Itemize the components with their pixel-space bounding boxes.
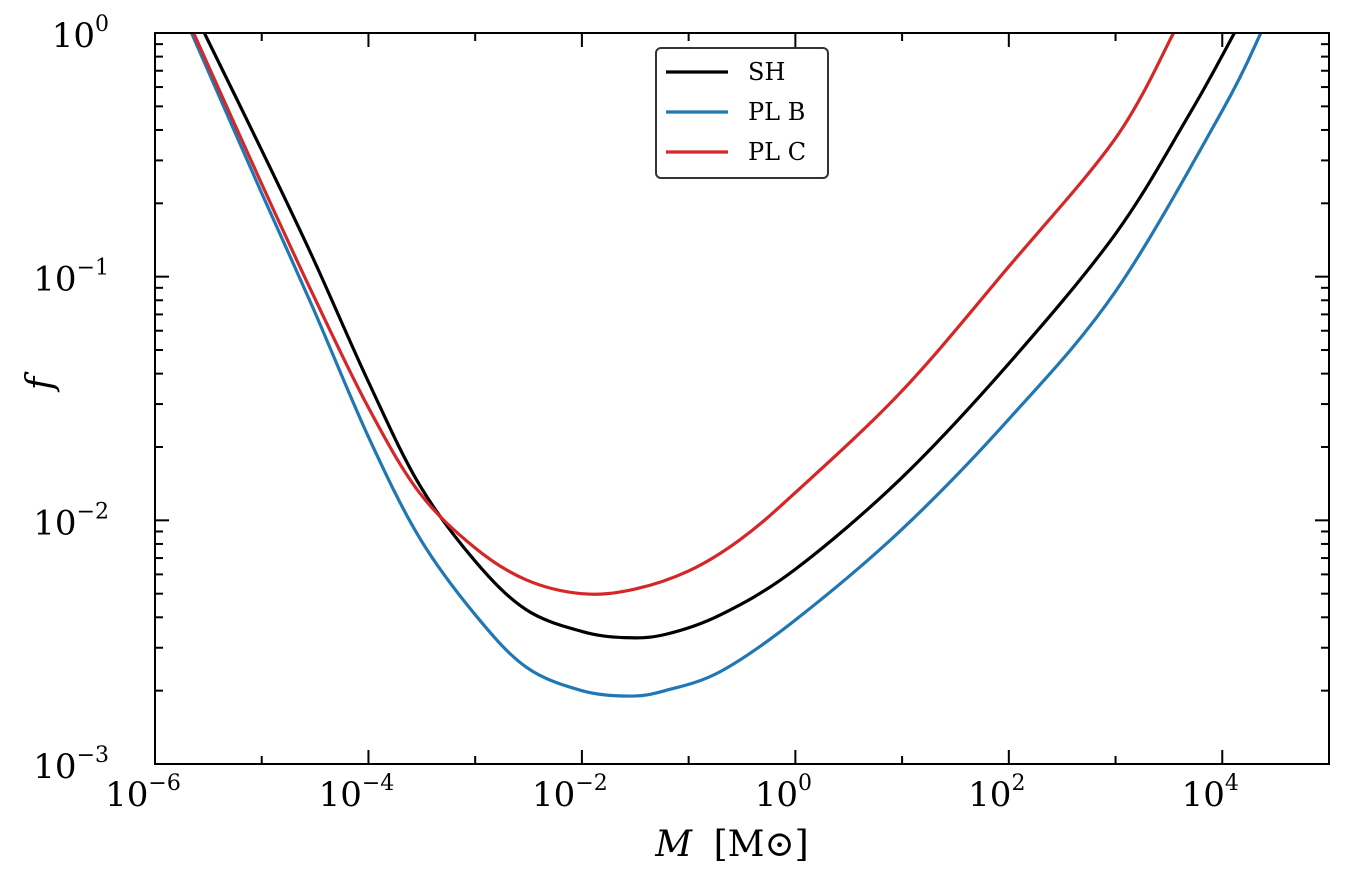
legend: SH PL B PL C: [655, 47, 829, 179]
x-axis-label: M [M⊙]: [654, 824, 808, 865]
x-tick-label: 10−6: [105, 771, 181, 815]
legend-item-sh: SH: [666, 58, 785, 86]
legend-box: [655, 47, 829, 179]
x-tick-labels: 10−6 10−4 10−2 100 102 104: [105, 771, 1239, 815]
x-axis-label-unit: [M⊙]: [714, 824, 809, 865]
legend-item-pl-b: PL B: [666, 98, 805, 126]
x-tick-label: 10−4: [319, 771, 395, 815]
y-tick-label: 10−3: [33, 743, 109, 787]
y-axis-label: f: [20, 371, 61, 393]
y-tick-labels: 10−3 10−2 10−1 100: [33, 12, 109, 787]
y-tick-label: 10−2: [33, 499, 109, 543]
x-axis-label-var: M: [654, 824, 693, 865]
y-tick-label: 10−1: [33, 256, 109, 300]
y-tick-label: 100: [52, 12, 109, 56]
series-line-sh: [202, 33, 1236, 640]
plot-frame: [154, 32, 1330, 765]
series-line-pl-b: [190, 33, 1263, 698]
legend-label: PL B: [748, 98, 805, 126]
series-lines: [190, 33, 1263, 698]
series-line-pl-c: [192, 33, 1176, 596]
legend-label: SH: [748, 58, 785, 86]
x-tick-label: 10−2: [532, 771, 608, 815]
x-tick-label: 104: [1182, 771, 1239, 815]
legend-label: PL C: [748, 138, 806, 166]
legend-item-pl-c: PL C: [666, 138, 806, 166]
x-tick-label: 100: [755, 771, 812, 815]
x-tick-label: 102: [968, 771, 1025, 815]
